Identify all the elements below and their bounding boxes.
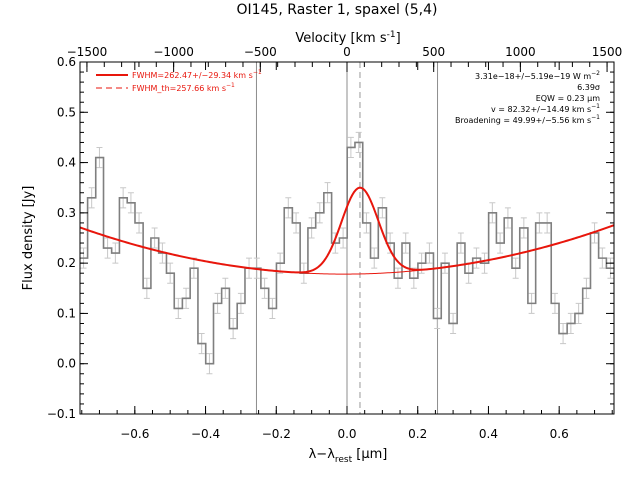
fit-annotations: 3.31e−18+/−5.19e−19 W m−2 6.39σ EQW = 0.… [455, 70, 600, 125]
annotation-significance: 6.39σ [577, 83, 600, 92]
legend: FWHM=262.47+/−29.34 km s−1 FWHM_th=257.6… [96, 69, 262, 93]
top-tick-label: −500 [244, 45, 277, 59]
y-tick-label: 0.4 [57, 156, 76, 170]
gaussian-fit-curve [79, 186, 615, 274]
top-tick-label: −1000 [153, 45, 194, 59]
legend-theory-label: FWHM_th=257.66 km s−1 [132, 82, 235, 93]
x-axis-label: λ−λrest [μm] [309, 447, 388, 465]
annotation-velocity: v = 82.32+/−14.49 km s−1 [491, 103, 600, 114]
legend-fit-label: FWHM=262.47+/−29.34 km s−1 [132, 69, 262, 80]
y-tick-label: −0.1 [47, 407, 76, 421]
y-tick-label: 0.0 [57, 357, 76, 371]
x-tick-label: 0.4 [479, 427, 498, 441]
y-tick-label: 0.5 [57, 105, 76, 119]
annotation-broadening: Broadening = 49.99+/−5.56 km s−1 [455, 114, 600, 125]
x-tick-label: −0.6 [120, 427, 149, 441]
top-axis-label: Velocity [km s-1] [295, 30, 400, 46]
top-tick-label: 500 [422, 45, 445, 59]
plot-area [79, 62, 615, 414]
y-tick-label: 0.1 [57, 306, 76, 320]
top-tick-label: −1500 [67, 45, 108, 59]
x-tick-label: 0.2 [408, 427, 427, 441]
x-tick-label: 0.0 [337, 427, 356, 441]
spectrum-histogram [79, 141, 615, 365]
y-tick-label: 0.3 [57, 206, 76, 220]
axes: −0.6 −0.4 −0.2 0.0 0.2 0.4 0.6 −0.1 0.0 0.1 0.2 0.3… [47, 45, 622, 441]
top-tick-label: 1000 [505, 45, 536, 59]
chart-title: OI145, Raster 1, spaxel (5,4) [237, 2, 438, 18]
y-axis-label: Flux density [Jy] [21, 186, 36, 291]
x-tick-label: −0.2 [262, 427, 291, 441]
x-tick-label: 0.6 [550, 427, 569, 441]
top-tick-label: 1500 [592, 45, 623, 59]
top-tick-label: 0 [343, 45, 351, 59]
y-tick-label: 0.2 [57, 256, 76, 270]
x-tick-label: −0.4 [191, 427, 220, 441]
annotation-flux: 3.31e−18+/−5.19e−19 W m−2 [475, 70, 600, 81]
annotation-eqw: EQW = 0.23 μm [536, 94, 600, 103]
y-tick-label: 0.6 [57, 55, 76, 69]
